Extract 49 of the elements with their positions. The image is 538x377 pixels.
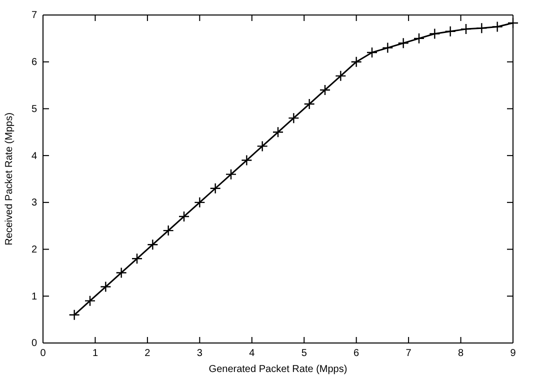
- x-tick-label: 8: [458, 348, 464, 360]
- x-tick-label: 4: [249, 348, 256, 360]
- point: [429, 28, 440, 40]
- point: [131, 253, 143, 264]
- x-tick-label: 5: [301, 348, 308, 360]
- point: [272, 126, 284, 138]
- point: [162, 224, 174, 236]
- point: [444, 26, 456, 37]
- point: [476, 22, 488, 34]
- x-tick-label: 6: [354, 348, 360, 360]
- y-axis-title: Received Packet Rate (Mpps): [4, 112, 15, 246]
- y-tick-label: 4: [31, 150, 38, 162]
- point: [68, 309, 80, 320]
- x-tick-label: 9: [510, 348, 516, 360]
- point: [398, 38, 409, 49]
- point: [84, 295, 96, 306]
- point: [147, 239, 158, 250]
- y-tick-label: 0: [31, 338, 38, 350]
- point: [241, 154, 252, 166]
- x-tick-label: 1: [92, 348, 98, 360]
- x-tick-label: 3: [196, 348, 203, 360]
- point: [100, 281, 112, 292]
- point: [225, 168, 237, 180]
- x-tick-label: 2: [144, 348, 151, 360]
- point: [460, 23, 472, 35]
- y-tick-label: 6: [31, 57, 38, 68]
- y-tick-label: 3: [31, 198, 38, 209]
- x-tick-label: 7: [406, 348, 412, 360]
- point: [256, 140, 268, 152]
- point: [382, 42, 394, 54]
- point: [304, 98, 315, 110]
- x-axis-title: Generated Packet Rate (Mpps): [208, 364, 348, 375]
- point: [366, 46, 378, 58]
- point: [319, 84, 331, 96]
- y-tick-label: 5: [31, 104, 38, 115]
- point: [178, 210, 190, 222]
- point: [116, 267, 127, 278]
- point: [288, 112, 300, 124]
- point: [492, 21, 503, 32]
- point: [194, 196, 206, 208]
- y-tick-label: 1: [31, 291, 38, 302]
- y-tick-label: 2: [31, 244, 38, 256]
- point: [335, 70, 346, 82]
- point: [350, 56, 362, 68]
- y-tick-label: 7: [31, 10, 38, 22]
- point: [507, 17, 519, 29]
- point: [210, 182, 221, 194]
- point: [413, 32, 425, 44]
- x-tick-label: 0: [40, 348, 46, 360]
